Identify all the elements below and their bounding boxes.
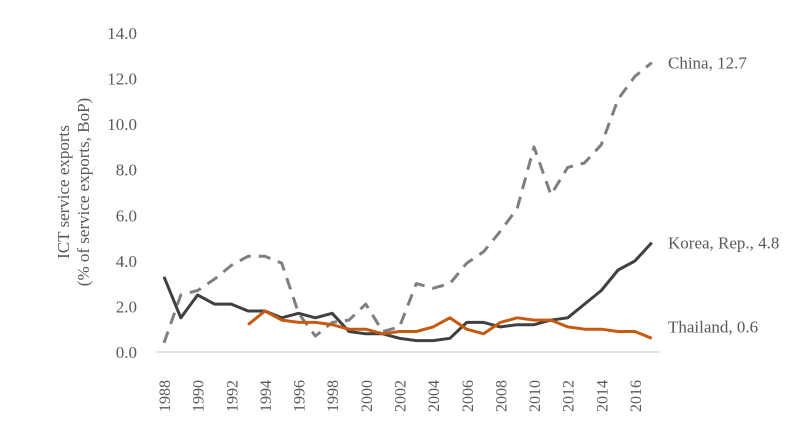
x-tick-label: 2010: [527, 380, 544, 412]
y-axis-label-line1: ICT service exports: [54, 125, 73, 259]
y-tick-label: 6.0: [116, 206, 137, 225]
series-line-china: [164, 63, 652, 343]
y-tick-label: 8.0: [116, 161, 137, 180]
y-tick-label: 14.0: [107, 24, 137, 43]
y-tick-label: 0.0: [116, 343, 137, 362]
x-tick-label: 2000: [359, 380, 376, 412]
y-axis-label-line2: (% of service exports, BoP): [74, 98, 93, 286]
series-line-korea-rep: [164, 243, 652, 341]
x-tick-label: 1990: [191, 380, 208, 412]
x-tick-label: 2006: [460, 380, 477, 412]
x-tick-label: 1992: [224, 380, 241, 412]
series-label-china: China, 12.7: [668, 54, 747, 73]
x-tick-label: 2002: [392, 380, 409, 412]
x-tick-label: 1994: [258, 380, 275, 412]
y-tick-label: 12.0: [107, 70, 137, 89]
x-tick-label: 2014: [594, 380, 611, 412]
x-tick-label: 2016: [628, 380, 645, 412]
series-label-thailand: Thailand, 0.6: [668, 317, 758, 336]
y-tick-label: 2.0: [116, 297, 137, 316]
y-axis-label: ICT service exports (% of service export…: [54, 98, 93, 286]
series-label-korea-rep: Korea, Rep., 4.8: [668, 234, 779, 253]
x-tick-label: 1996: [292, 380, 309, 412]
x-tick-label: 2008: [493, 380, 510, 412]
x-tick-label: 2004: [426, 380, 443, 412]
y-tick-label: 4.0: [116, 252, 137, 271]
y-tick-label: 10.0: [107, 115, 137, 134]
x-tick-label: 2012: [561, 380, 578, 412]
x-tick-label: 1988: [157, 380, 174, 412]
x-tick-label: 1998: [325, 380, 342, 412]
